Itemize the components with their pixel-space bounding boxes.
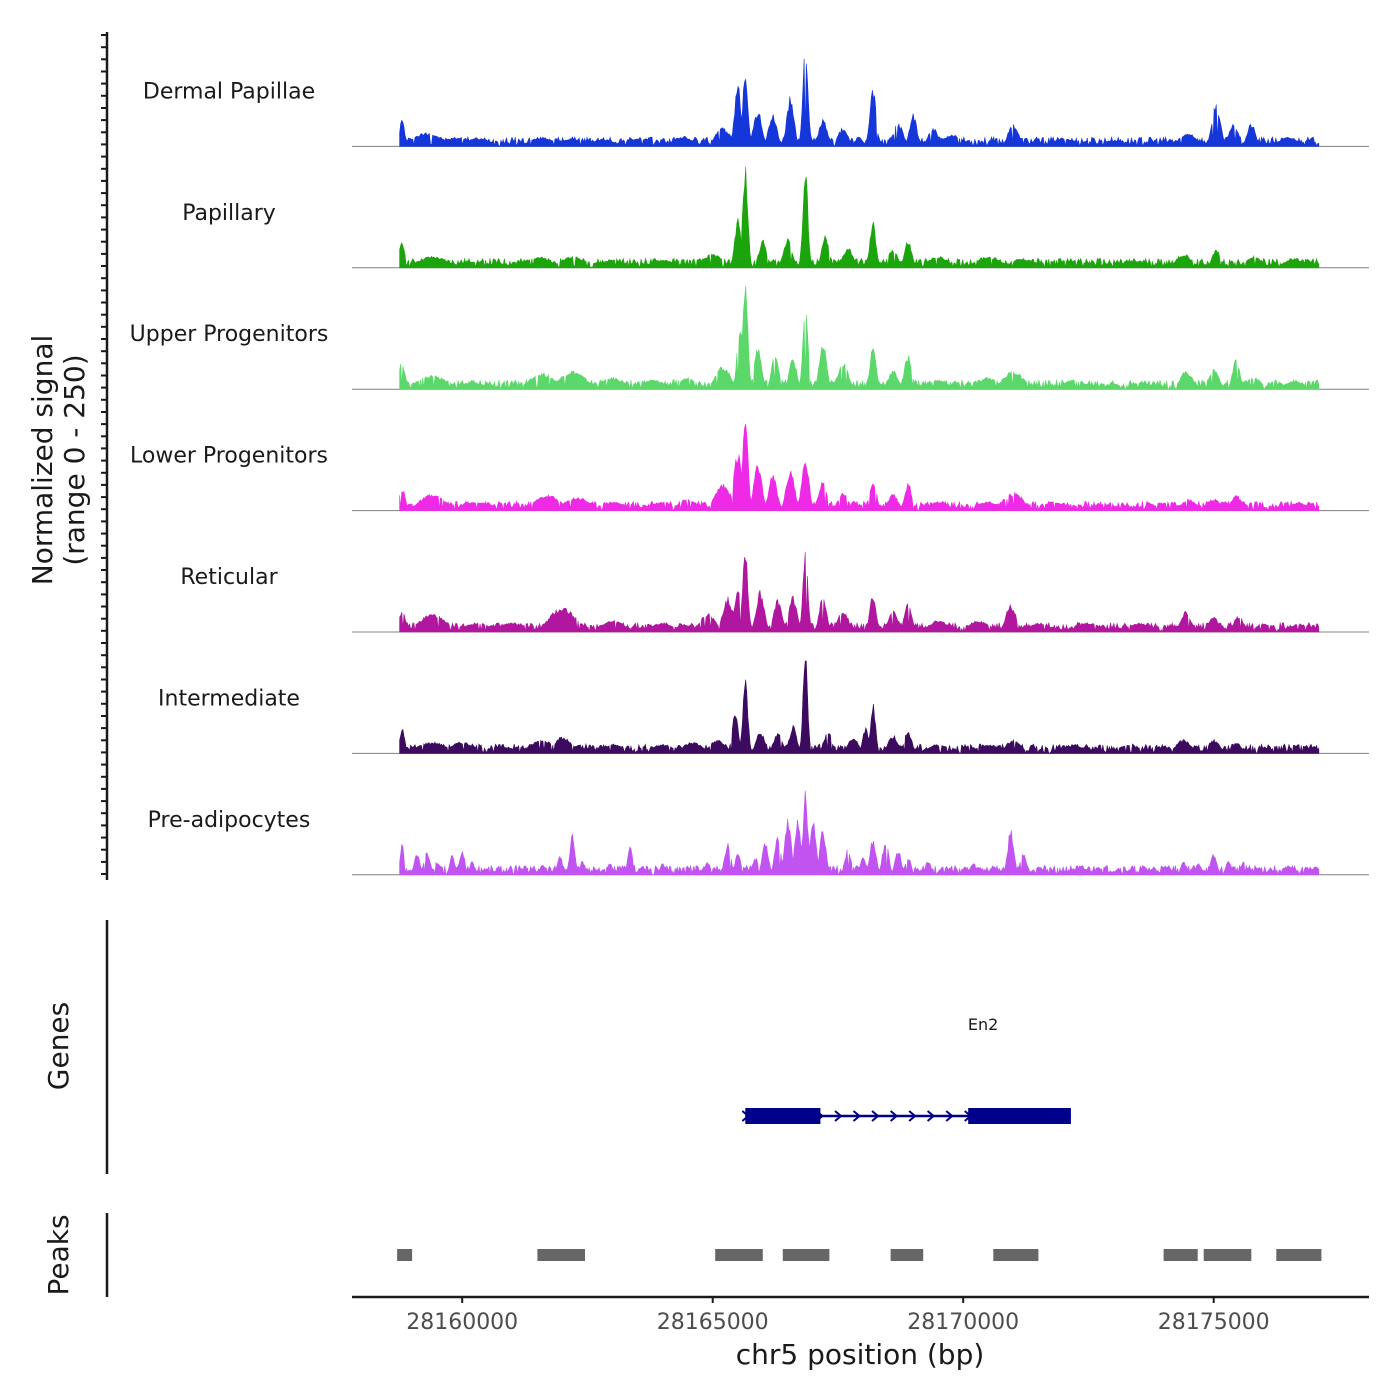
x-tick-label: 28165000	[657, 1310, 769, 1335]
strand-arrow	[852, 1110, 862, 1122]
peak-regions	[397, 1249, 1322, 1261]
signal-area	[399, 166, 1320, 269]
gene-exon	[745, 1108, 821, 1124]
gene-en2: En2	[741, 1015, 1071, 1124]
peak-region	[1163, 1249, 1198, 1261]
track-label: Lower Progenitors	[130, 444, 328, 469]
track-label: Reticular	[180, 565, 278, 590]
track-pre-adipocytes: Pre-adipocytes	[148, 790, 1369, 876]
signal-area	[399, 58, 1320, 148]
track-label: Intermediate	[158, 686, 300, 711]
signal-tracks: Dermal Papillae Papillary Upper Progenitor…	[130, 58, 1369, 876]
peak-region	[782, 1249, 830, 1261]
x-axis-title: chr5 position (bp)	[736, 1338, 985, 1371]
strand-arrow	[926, 1110, 936, 1122]
track-label: Papillary	[182, 201, 276, 226]
peak-region	[890, 1249, 924, 1261]
gene-label: En2	[968, 1015, 998, 1034]
signal-y-axis	[101, 32, 109, 880]
gene-exon	[968, 1108, 1071, 1124]
signal-area	[399, 285, 1320, 390]
signal-area	[399, 552, 1320, 633]
peak-region	[397, 1249, 413, 1261]
signal-area	[399, 660, 1320, 755]
track-lower-progenitors: Lower Progenitors	[130, 424, 1369, 512]
peak-region	[537, 1249, 585, 1261]
genes-panel-title: Genes	[42, 1002, 75, 1090]
strand-arrow	[834, 1110, 843, 1122]
peak-region	[1203, 1249, 1252, 1261]
peak-region	[993, 1249, 1039, 1261]
track-upper-progenitors: Upper Progenitors	[130, 285, 1369, 390]
x-tick-label: 28175000	[1158, 1310, 1270, 1335]
track-label: Pre-adipocytes	[148, 808, 311, 833]
track-label: Upper Progenitors	[130, 322, 329, 347]
signal-area	[399, 424, 1320, 512]
y-axis-subtitle: (range 0 - 250)	[58, 354, 91, 565]
peak-region	[1276, 1249, 1322, 1261]
strand-arrow	[889, 1110, 899, 1122]
peaks-panel-title: Peaks	[42, 1214, 75, 1295]
strand-arrow	[945, 1110, 954, 1122]
x-axis: 28160000 28165000 28170000 28175000	[352, 1295, 1369, 1335]
track-intermediate: Intermediate	[158, 660, 1369, 755]
gene-annotations: En2	[741, 1015, 1071, 1124]
track-dermal-papillae: Dermal Papillae	[143, 58, 1369, 148]
signal-area	[399, 790, 1320, 876]
track-reticular: Reticular	[180, 552, 1369, 633]
strand-arrow	[908, 1110, 917, 1122]
x-tick-label: 28170000	[907, 1310, 1019, 1335]
y-axis-title: Normalized signal	[26, 335, 59, 586]
peak-region	[715, 1249, 763, 1261]
strand-arrow	[871, 1110, 880, 1122]
track-label: Dermal Papillae	[143, 79, 315, 104]
x-tick-label: 28160000	[406, 1310, 518, 1335]
track-papillary: Papillary	[182, 166, 1369, 269]
